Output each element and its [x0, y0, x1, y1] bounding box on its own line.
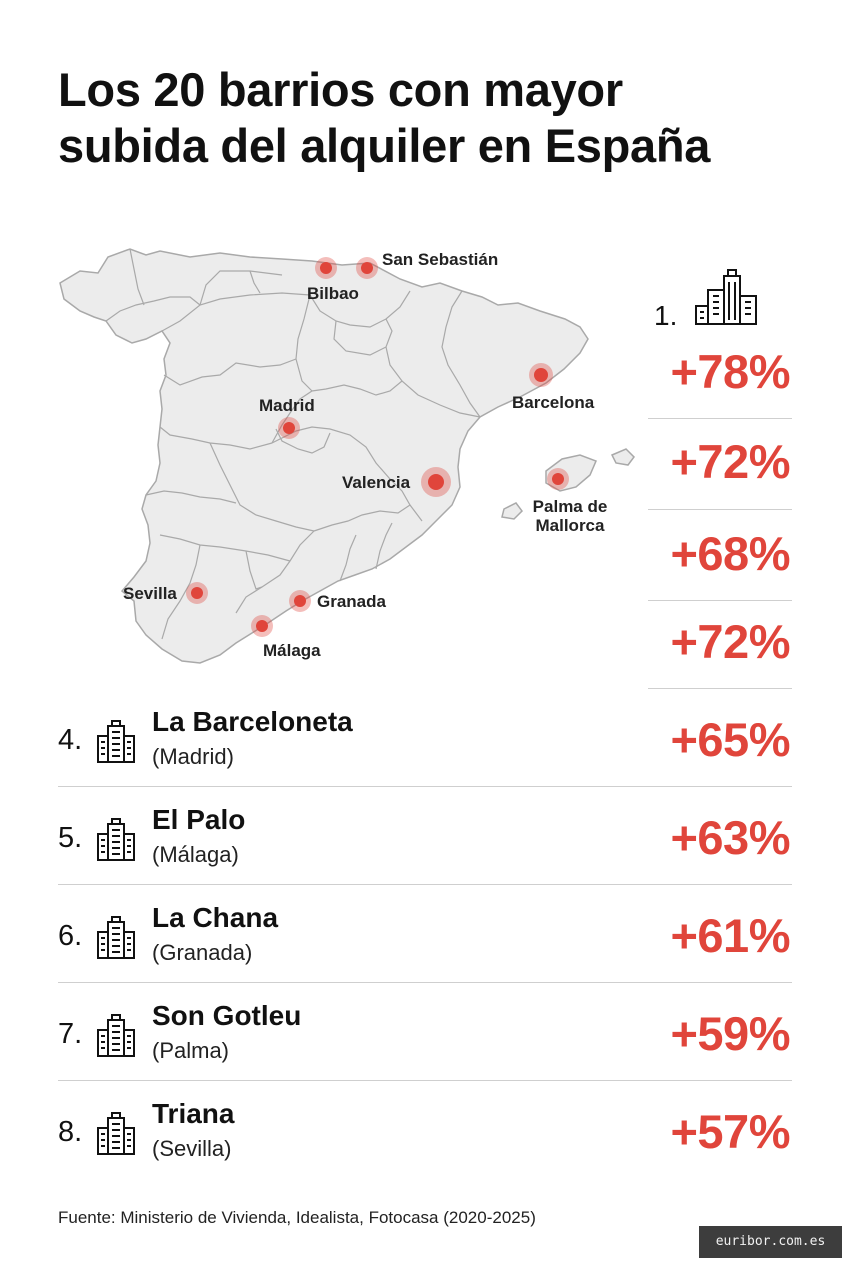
building-icon — [96, 720, 136, 769]
spain-map: San Sebastián Bilbao Barcelona Madrid Va… — [50, 235, 650, 675]
marker-bilbao — [315, 257, 337, 279]
row-name: Son Gotleu — [152, 1000, 302, 1031]
list-item: 5. El Palo (Málaga) +63% — [0, 800, 848, 898]
city-label-granada: Granada — [317, 592, 386, 611]
building-icon — [96, 1112, 136, 1161]
marker-palma — [547, 468, 569, 490]
row-rank: 6. — [58, 920, 83, 952]
rank-1: 1. — [654, 300, 678, 331]
row-rank: 5. — [58, 822, 83, 854]
city-label-palma: Palma de Mallorca — [532, 497, 608, 535]
city-label-bilbao: Bilbao — [307, 284, 359, 303]
row-name: Triana — [152, 1098, 235, 1129]
title-line-2: subida del alquiler en España — [58, 119, 711, 172]
row-city: (Málaga) — [152, 842, 239, 867]
marker-barcelona — [529, 363, 553, 387]
marker-madrid — [278, 417, 300, 439]
divider — [58, 982, 792, 983]
page-title: Los 20 barrios con mayor subida del alqu… — [58, 62, 818, 174]
percentage-rank-2: +72% — [670, 435, 790, 488]
ibiza-outline — [501, 502, 523, 520]
city-label-malaga: Málaga — [263, 641, 321, 660]
divider — [648, 600, 792, 601]
menorca-outline — [610, 448, 635, 466]
city-label-barcelona: Barcelona — [512, 393, 595, 412]
marker-valencia — [421, 467, 451, 497]
percentage-rank-3: +68% — [670, 527, 790, 580]
city-label-valencia: Valencia — [342, 473, 411, 492]
city-label-sevilla: Sevilla — [123, 584, 177, 603]
divider — [648, 509, 792, 510]
city-markers — [186, 257, 569, 637]
row-percentage: +65% — [670, 713, 790, 766]
divider — [58, 1080, 792, 1081]
building-icon — [96, 818, 136, 867]
row-rank: 7. — [58, 1018, 83, 1050]
row-city: (Sevilla) — [152, 1136, 232, 1161]
row-percentage: +63% — [670, 811, 790, 864]
list-item: 8. Triana (Sevilla) +57% — [0, 1094, 848, 1192]
list-item: 4. La Barceloneta (Madrid) +65% — [0, 702, 848, 800]
row-city: (Madrid) — [152, 744, 234, 769]
percentage-rank-1: +78% — [670, 345, 790, 398]
watermark: euribor.com.es — [699, 1226, 842, 1258]
row-percentage: +61% — [670, 909, 790, 962]
list-item: 6. La Chana (Granada) +61% — [0, 898, 848, 996]
row-name: La Chana — [152, 902, 279, 933]
spain-map-shape — [59, 248, 635, 664]
row-rank: 8. — [58, 1116, 83, 1148]
row-city: (Granada) — [152, 940, 253, 965]
list-item: 7. Son Gotleu (Palma) +59% — [0, 996, 848, 1094]
marker-malaga — [251, 615, 273, 637]
row-rank: 4. — [58, 724, 83, 756]
city-label-san-sebastian: San Sebastián — [382, 250, 499, 269]
divider — [648, 688, 792, 689]
building-icon — [96, 916, 136, 965]
divider — [58, 786, 792, 787]
title-line-1: Los 20 barrios con mayor — [58, 63, 623, 116]
divider — [648, 418, 792, 419]
marker-granada — [289, 590, 311, 612]
marker-san-sebastian — [356, 257, 378, 279]
source-note: Fuente: Ministerio de Vivienda, Idealist… — [58, 1208, 536, 1227]
building-icon — [96, 1014, 136, 1063]
mainland-outline — [59, 248, 589, 664]
percentage-extra: +72% — [670, 615, 790, 668]
region-borders — [105, 248, 481, 640]
row-city: (Palma) — [152, 1038, 230, 1063]
row-percentage: +57% — [670, 1105, 790, 1158]
row-name: El Palo — [152, 804, 246, 835]
building-icon — [694, 268, 760, 331]
city-label-madrid: Madrid — [259, 396, 315, 415]
marker-sevilla — [186, 582, 208, 604]
row-percentage: +59% — [670, 1007, 790, 1060]
row-name: La Barceloneta — [152, 706, 353, 737]
divider — [58, 884, 792, 885]
